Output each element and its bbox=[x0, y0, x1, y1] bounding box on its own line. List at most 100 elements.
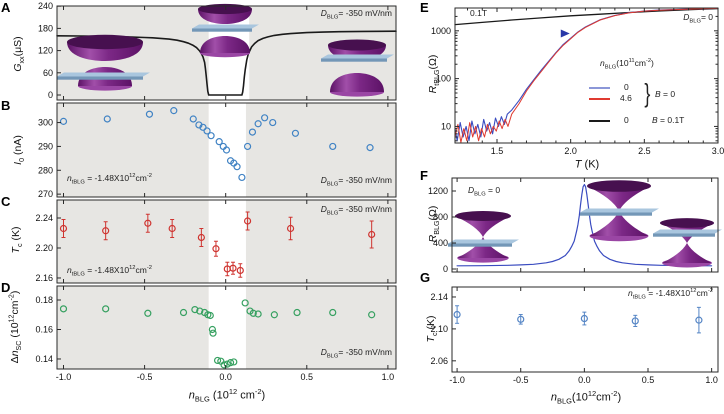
svg-text:0.18: 0.18 bbox=[35, 295, 53, 305]
svg-text:0.16: 0.16 bbox=[35, 324, 53, 334]
band-structure-inset-electron bbox=[321, 39, 394, 97]
legend-label-blue: 0 bbox=[624, 82, 629, 92]
svg-text:0.0: 0.0 bbox=[578, 375, 591, 385]
svg-text:1.0: 1.0 bbox=[382, 372, 395, 382]
panel-B-annotation-0: ntBLG = -1.48X1012cm-2 bbox=[67, 173, 152, 186]
panel-G-plot: -1.0 -0.5 0.0 0.5 1.0 2.06 2.10 2.14 bbox=[430, 286, 719, 385]
panel-D-annotation-0: DBLG= -350 mV/nm bbox=[320, 347, 392, 360]
band-structure-inset-hole bbox=[448, 210, 519, 263]
svg-text:120: 120 bbox=[38, 46, 53, 56]
panel-e-x-axis-title: T (K) bbox=[574, 158, 600, 171]
svg-text:2.20: 2.20 bbox=[35, 243, 53, 253]
panel-G-tick-labels: -1.0 -0.5 0.0 0.5 1.0 2.06 2.10 2.14 bbox=[430, 292, 717, 385]
panel-D-ticks bbox=[57, 286, 389, 369]
legend-brace: } bbox=[644, 79, 651, 109]
svg-text:2.24: 2.24 bbox=[35, 213, 53, 223]
panel-c-y-axis-title: Tc (K) bbox=[9, 226, 24, 254]
panel-E-annotation-0: 0.1T bbox=[470, 8, 488, 18]
panel-C-ticks bbox=[57, 200, 389, 283]
svg-text:2.10: 2.10 bbox=[430, 324, 448, 334]
svg-text:2.16: 2.16 bbox=[35, 273, 53, 283]
svg-text:-0.5: -0.5 bbox=[513, 375, 529, 385]
legend-label-red: 4.6 bbox=[620, 93, 632, 103]
panel-F-ticks bbox=[452, 178, 713, 272]
legend-title: nBLG(1011cm-2) bbox=[600, 58, 654, 71]
panel-C-annotation-0: DBLG= -350 mV/nm bbox=[320, 204, 392, 217]
panel-A-annotation-0: DBLG= -350 mV/nm bbox=[320, 8, 392, 21]
panel-C-annotation-1: ntBLG = -1.48X1012cm-2 bbox=[67, 265, 152, 278]
band-structure-inset-neutral bbox=[192, 3, 259, 58]
svg-text:270: 270 bbox=[38, 189, 53, 199]
svg-text:240: 240 bbox=[38, 1, 53, 11]
panel-D-plot: -1.0 -0.5 0.0 0.5 1.0 0.14 0.16 0.18 bbox=[35, 285, 397, 382]
svg-text:1.0: 1.0 bbox=[705, 375, 718, 385]
panel-a-y-axis-title: Gxx(μS) bbox=[11, 36, 26, 72]
panel-E-tick-labels: 1.5 2.0 2.5 3.0 10 100 1000 bbox=[431, 26, 724, 156]
panel-E-plot: 1.5 2.0 2.5 3.0 10 100 1000 bbox=[431, 7, 724, 156]
legend-b01-label: B = 0.1T bbox=[652, 115, 685, 125]
panel-A-ticks bbox=[57, 5, 389, 100]
svg-text:3.0: 3.0 bbox=[712, 146, 724, 156]
svg-text:0.14: 0.14 bbox=[35, 354, 53, 364]
svg-text:1200: 1200 bbox=[428, 186, 448, 196]
legend-swatch-blue bbox=[589, 87, 610, 89]
panel-G-ticks bbox=[452, 287, 713, 372]
svg-text:60: 60 bbox=[43, 68, 53, 78]
panel-label-g: G bbox=[420, 270, 431, 285]
panel-f-y-axis-title: RBLG(Ω) bbox=[426, 205, 441, 243]
svg-text:0.5: 0.5 bbox=[642, 375, 655, 385]
band-structure-inset-hole bbox=[57, 34, 150, 91]
panel-g-y-axis-title: Tc (K) bbox=[424, 315, 439, 343]
legend-b0-label: B = 0 bbox=[655, 89, 676, 99]
svg-text:300: 300 bbox=[38, 118, 53, 128]
panel-label-c: C bbox=[1, 194, 11, 209]
svg-text:1000: 1000 bbox=[431, 26, 451, 36]
panel-C-tick-labels: 2.16 2.20 2.24 bbox=[35, 213, 53, 283]
svg-text:100: 100 bbox=[436, 74, 451, 84]
panel-label-e: E bbox=[420, 0, 429, 15]
svg-text:0.5: 0.5 bbox=[301, 372, 314, 382]
svg-text:2.06: 2.06 bbox=[430, 356, 448, 366]
legend-swatch-black bbox=[589, 120, 610, 122]
legend-label-black: 0 bbox=[624, 115, 629, 125]
band-structure-inset-electron bbox=[653, 218, 722, 268]
panel-B-tick-labels: 270 280 290 300 bbox=[38, 118, 53, 200]
svg-text:-0.5: -0.5 bbox=[137, 372, 153, 382]
svg-text:2.5: 2.5 bbox=[638, 146, 651, 156]
svg-text:400: 400 bbox=[433, 238, 448, 248]
panel-label-a: A bbox=[1, 0, 11, 15]
svg-text:290: 290 bbox=[38, 141, 53, 151]
panel-B-plot: 270 280 290 300 bbox=[38, 102, 397, 200]
panel-g-x-axis-title: nBLG(1012cm-2) bbox=[550, 388, 622, 406]
panel-b-y-axis-title: I0 (nA) bbox=[11, 135, 26, 165]
panel-B-ticks bbox=[57, 103, 389, 197]
svg-text:2.14: 2.14 bbox=[430, 292, 448, 302]
panel-E-annotation-1: DBLG= 0 bbox=[683, 12, 713, 25]
svg-text:-1.0: -1.0 bbox=[56, 372, 72, 382]
legend-swatch-red bbox=[589, 98, 610, 100]
svg-text:10: 10 bbox=[441, 121, 451, 131]
panel-label-b: B bbox=[1, 98, 11, 113]
panel-F-annotation-0: DBLG = 0 bbox=[468, 185, 501, 198]
panel-A-series-Gxx bbox=[56, 30, 397, 96]
svg-text:-1.0: -1.0 bbox=[449, 375, 465, 385]
svg-text:0: 0 bbox=[48, 90, 53, 100]
panel-label-f: F bbox=[420, 168, 428, 183]
svg-text:1.5: 1.5 bbox=[491, 146, 504, 156]
panel-label-d: D bbox=[1, 280, 11, 295]
panel-e-y-axis-title: RtBLG(Ω) bbox=[426, 54, 441, 94]
svg-text:2.0: 2.0 bbox=[564, 146, 577, 156]
panel-B-series-I0 bbox=[59, 107, 374, 182]
panel-D-series-dnSC bbox=[59, 299, 376, 369]
panel-F-plot: 0 400 800 1200 bbox=[428, 177, 722, 274]
panel-E-ticks bbox=[455, 8, 719, 143]
panel-F-tick-labels: 0 400 800 1200 bbox=[428, 186, 448, 274]
panel-G-series-TcBLG bbox=[453, 305, 703, 334]
svg-text:800: 800 bbox=[433, 212, 448, 222]
panel-A-tick-labels: 0 60 120 180 240 bbox=[38, 1, 53, 100]
panel-d-y-axis-title: ΔnSC (1012cm-2) bbox=[7, 290, 23, 364]
panel-B-annotation-1: DBLG= -350 mV/nm bbox=[320, 175, 392, 188]
left-column-x-axis-title: nBLG (1012 cm-2) bbox=[188, 386, 266, 404]
